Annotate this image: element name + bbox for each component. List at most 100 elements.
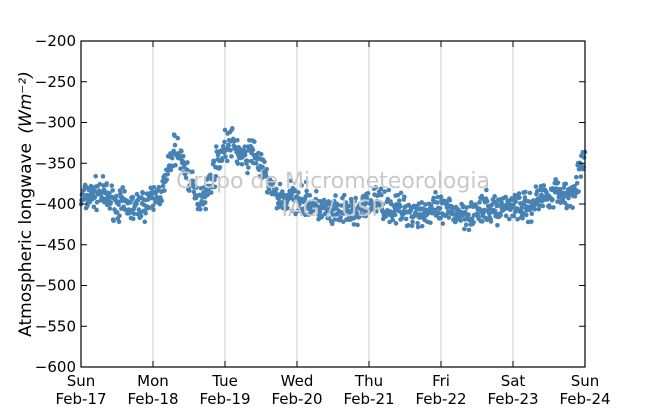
data-point bbox=[168, 167, 174, 173]
data-point bbox=[313, 188, 319, 194]
data-point bbox=[140, 190, 146, 196]
data-point bbox=[244, 158, 250, 163]
data-point bbox=[208, 190, 214, 195]
x-tick-label-date: Feb-17 bbox=[55, 390, 106, 408]
data-point bbox=[151, 184, 157, 190]
data-point bbox=[258, 151, 264, 157]
x-tick-label-day: Sun bbox=[571, 372, 600, 390]
data-point bbox=[488, 219, 494, 224]
y-tick-label: −450 bbox=[35, 236, 76, 254]
data-point bbox=[484, 187, 489, 193]
data-point bbox=[359, 206, 365, 211]
data-point bbox=[285, 205, 290, 211]
data-point bbox=[438, 215, 443, 221]
data-point bbox=[99, 196, 105, 202]
data-point bbox=[266, 186, 272, 192]
y-axis-label-unit: (Wm⁻²) bbox=[16, 71, 36, 133]
data-point bbox=[503, 213, 509, 219]
data-point bbox=[498, 212, 503, 218]
data-point bbox=[436, 210, 442, 216]
data-point bbox=[343, 200, 349, 205]
data-point bbox=[169, 155, 175, 161]
data-point bbox=[222, 139, 227, 145]
data-point bbox=[264, 166, 270, 172]
y-tick-label: −600 bbox=[35, 358, 76, 376]
data-point bbox=[197, 206, 203, 212]
data-point bbox=[108, 200, 114, 205]
data-point bbox=[288, 178, 294, 184]
x-tick-label-date: Feb-19 bbox=[199, 390, 250, 408]
data-point bbox=[94, 199, 100, 205]
data-point bbox=[301, 206, 307, 211]
data-point bbox=[260, 164, 265, 170]
y-axis: −200 −250 −300 −350 −400 −450 −500 −550 −600 bbox=[35, 32, 585, 376]
data-point bbox=[156, 184, 162, 190]
data-point bbox=[122, 189, 127, 194]
data-point bbox=[390, 217, 396, 223]
data-point bbox=[228, 147, 233, 153]
y-tick-label: −400 bbox=[35, 195, 76, 213]
data-point bbox=[239, 161, 245, 167]
data-point bbox=[374, 209, 379, 214]
data-point bbox=[574, 180, 580, 186]
watermark-line-2: IAG / USP bbox=[282, 197, 385, 222]
data-point bbox=[514, 206, 520, 211]
x-tick-label-date: Feb-20 bbox=[271, 390, 322, 408]
data-point bbox=[440, 221, 446, 226]
data-point bbox=[463, 222, 469, 227]
data-point bbox=[130, 216, 136, 222]
data-point bbox=[516, 191, 522, 196]
data-point bbox=[97, 181, 103, 187]
data-point bbox=[415, 224, 421, 230]
data-point bbox=[229, 154, 234, 159]
data-point bbox=[532, 206, 537, 212]
data-point bbox=[326, 215, 332, 221]
data-point bbox=[544, 190, 549, 195]
data-point bbox=[581, 155, 587, 160]
data-point bbox=[373, 185, 379, 190]
data-point bbox=[332, 217, 337, 222]
data-point bbox=[433, 190, 438, 195]
data-point bbox=[245, 170, 250, 176]
data-point bbox=[117, 213, 122, 219]
data-point bbox=[435, 200, 440, 205]
x-tick-label-day: Fri bbox=[432, 372, 450, 390]
data-point bbox=[536, 206, 541, 212]
data-point bbox=[185, 160, 190, 165]
data-point bbox=[527, 190, 533, 196]
data-point bbox=[386, 187, 392, 193]
data-point bbox=[270, 180, 276, 186]
data-point bbox=[85, 203, 90, 209]
data-point bbox=[393, 221, 399, 226]
y-axis-label-text: Atmospheric longwave bbox=[16, 143, 36, 337]
data-point bbox=[403, 216, 409, 222]
data-point bbox=[489, 202, 495, 208]
data-point bbox=[93, 173, 98, 179]
data-point bbox=[346, 203, 352, 209]
data-point bbox=[175, 135, 181, 141]
data-point bbox=[202, 200, 208, 205]
y-tick-label: −500 bbox=[35, 277, 76, 295]
data-point bbox=[252, 139, 257, 144]
data-point bbox=[150, 203, 156, 209]
x-tick-label-date: Feb-18 bbox=[127, 390, 178, 408]
data-point bbox=[378, 186, 384, 192]
data-points bbox=[78, 126, 588, 233]
y-tick-label: −200 bbox=[35, 32, 76, 50]
data-point bbox=[437, 205, 443, 211]
data-point bbox=[173, 162, 178, 168]
data-point bbox=[304, 188, 309, 194]
data-point bbox=[466, 227, 472, 233]
data-point bbox=[524, 212, 529, 218]
data-point bbox=[289, 208, 295, 213]
data-point bbox=[431, 195, 436, 201]
data-point bbox=[277, 181, 283, 187]
data-point bbox=[203, 206, 209, 212]
data-point bbox=[419, 223, 425, 229]
data-point bbox=[212, 184, 218, 190]
data-point bbox=[561, 195, 566, 200]
x-tick-label-date: Feb-21 bbox=[343, 390, 394, 408]
data-point bbox=[576, 189, 581, 194]
data-point bbox=[165, 171, 170, 177]
data-point bbox=[339, 203, 344, 208]
